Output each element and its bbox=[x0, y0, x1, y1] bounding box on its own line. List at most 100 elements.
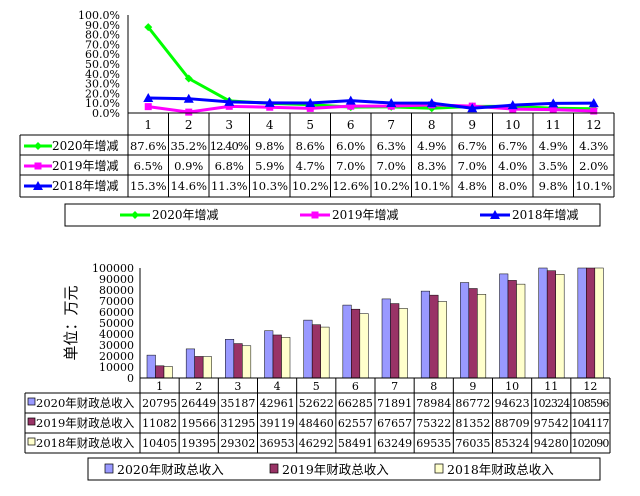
data-label: 85324 bbox=[495, 437, 530, 450]
data-label: 7.0% bbox=[377, 159, 406, 173]
data-label: 4.9% bbox=[417, 139, 446, 153]
y-tick-label: 70000 bbox=[99, 295, 134, 308]
data-label: 63249 bbox=[377, 437, 412, 450]
legend-label: 2018年财政总收入 bbox=[447, 462, 554, 477]
bar-2018年财政总收入-12 bbox=[594, 267, 604, 379]
data-label: 104117 bbox=[571, 417, 609, 430]
x-tick-label: 6 bbox=[347, 118, 355, 132]
data-label: 9.8% bbox=[255, 139, 284, 153]
y-tick-label: 100.0% bbox=[78, 9, 120, 22]
data-point bbox=[549, 106, 557, 114]
data-label: 10.3% bbox=[251, 179, 288, 193]
data-label: 12.40% bbox=[210, 139, 249, 153]
y-axis-label: 单位：万元 bbox=[62, 285, 80, 360]
data-label: 5.9% bbox=[255, 159, 284, 173]
data-point bbox=[224, 96, 235, 106]
data-label: 58491 bbox=[338, 437, 373, 450]
legend bbox=[87, 457, 601, 481]
bar-2020年财政总收入-7 bbox=[381, 298, 391, 379]
legend-label: 2018年增减 bbox=[512, 208, 579, 222]
series-line-2018年增减 bbox=[148, 96, 594, 110]
bar-2018年财政总收入-1 bbox=[163, 366, 173, 379]
bar-2019年财政总收入-7 bbox=[390, 303, 400, 379]
data-label: 52622 bbox=[299, 397, 334, 410]
bar-2020年财政总收入-5 bbox=[303, 319, 313, 379]
y-tick-label: 40000 bbox=[99, 328, 134, 341]
series-line-2020年增减 bbox=[147, 26, 594, 111]
data-point bbox=[467, 103, 478, 113]
data-label: 87.6% bbox=[130, 139, 167, 153]
legend-key-marker bbox=[33, 181, 43, 190]
data-label: 8.6% bbox=[296, 139, 325, 153]
bar-2018年财政总收入-10 bbox=[516, 283, 526, 379]
data-label: 6.7% bbox=[458, 139, 487, 153]
data-label: 75322 bbox=[416, 417, 451, 430]
data-label: 10.1% bbox=[413, 179, 450, 193]
legend-key-marker bbox=[34, 162, 42, 170]
bar-2020年财政总收入-12 bbox=[577, 267, 587, 379]
y-tick-label: 50.0% bbox=[85, 58, 120, 71]
data-label: 4.0% bbox=[498, 159, 527, 173]
legend-key-marker bbox=[490, 210, 500, 219]
data-point bbox=[184, 74, 193, 83]
y-tick-label: 30000 bbox=[99, 339, 134, 352]
x-tick-label: 3 bbox=[225, 118, 233, 132]
x-tick-label: 2 bbox=[195, 380, 202, 393]
data-label: 97542 bbox=[534, 417, 569, 430]
data-label: 11.3% bbox=[211, 179, 248, 193]
data-label: 12.6% bbox=[332, 179, 369, 193]
x-tick-label: 11 bbox=[544, 380, 558, 393]
data-point bbox=[225, 102, 233, 110]
data-point bbox=[143, 93, 154, 103]
x-tick-label: 7 bbox=[391, 380, 398, 393]
bar-2020年财政总收入-6 bbox=[342, 304, 352, 379]
x-tick-label: 3 bbox=[234, 380, 241, 393]
bar-2020年财政总收入-10 bbox=[499, 273, 509, 379]
row-label: 2019年增减 bbox=[52, 159, 119, 173]
x-tick-label: 8 bbox=[428, 118, 436, 132]
data-label: 67657 bbox=[377, 417, 412, 430]
data-point bbox=[266, 103, 274, 111]
y-tick-label: 70.0% bbox=[85, 38, 120, 51]
bar-2018年财政总收入-4 bbox=[281, 337, 291, 379]
bar-2020年财政总收入-11 bbox=[538, 267, 548, 379]
bar-2018年财政总收入-3 bbox=[242, 345, 252, 379]
data-label: 6.3% bbox=[377, 139, 406, 153]
data-label: 86772 bbox=[455, 397, 490, 410]
x-tick-label: 10 bbox=[505, 380, 519, 393]
y-tick-label: 10.0% bbox=[85, 97, 120, 110]
data-point bbox=[345, 95, 356, 105]
series-line-2019年增减 bbox=[148, 103, 594, 114]
bar-2019年财政总收入-11 bbox=[546, 270, 556, 379]
data-label: 35187 bbox=[220, 397, 255, 410]
y-tick-label: 20000 bbox=[99, 350, 134, 363]
y-tick-label: 0.0% bbox=[92, 107, 120, 120]
bar-2018年财政总收入-8 bbox=[437, 301, 447, 379]
data-label: 7.0% bbox=[336, 159, 365, 173]
data-label: 4.8% bbox=[458, 179, 487, 193]
legend-key bbox=[27, 437, 36, 446]
data-label: 78984 bbox=[416, 397, 451, 410]
data-label: 7.0% bbox=[458, 159, 487, 173]
data-label: 6.7% bbox=[498, 139, 527, 153]
data-label: 6.8% bbox=[215, 159, 244, 173]
data-label: 10405 bbox=[142, 437, 177, 450]
data-label: 20795 bbox=[142, 397, 177, 410]
bar-2020年财政总收入-2 bbox=[185, 348, 195, 379]
legend-key-marker bbox=[34, 142, 42, 150]
data-label: 48460 bbox=[299, 417, 334, 430]
data-label: 66285 bbox=[338, 397, 373, 410]
data-label: 2.0% bbox=[579, 159, 608, 173]
y-tick-label: 90.0% bbox=[85, 19, 120, 32]
data-label: 10.1% bbox=[575, 179, 612, 193]
data-point bbox=[264, 97, 275, 107]
data-point bbox=[588, 98, 599, 108]
legend-key bbox=[27, 417, 36, 426]
data-label: 36953 bbox=[260, 437, 295, 450]
legend-key-marker bbox=[311, 211, 319, 219]
data-label: 8.0% bbox=[498, 179, 527, 193]
data-point bbox=[347, 102, 355, 110]
data-label: 88709 bbox=[495, 417, 530, 430]
bar-2018年财政总收入-5 bbox=[320, 326, 330, 379]
